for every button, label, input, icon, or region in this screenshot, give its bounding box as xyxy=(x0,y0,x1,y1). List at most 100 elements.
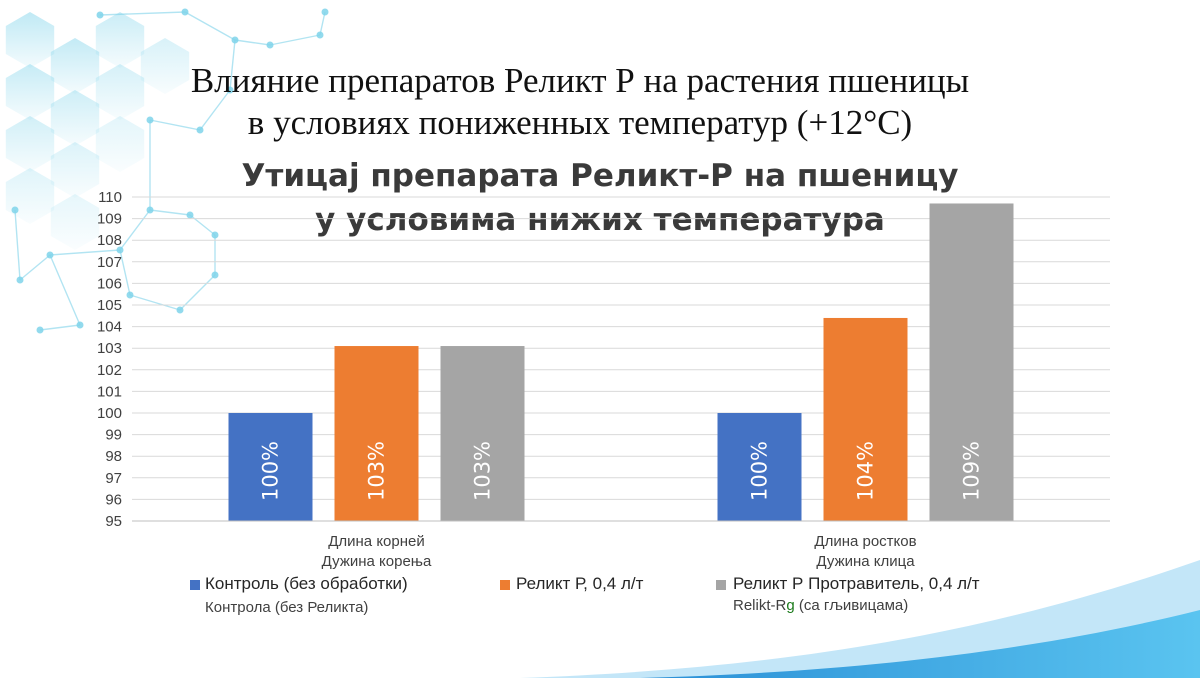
bg-network-node xyxy=(146,206,154,214)
bg-network-node xyxy=(316,31,324,39)
bg-hexagon xyxy=(140,38,190,94)
bg-network-line xyxy=(149,119,201,131)
data-label: 104% xyxy=(854,441,878,501)
data-label: 100% xyxy=(259,441,283,501)
x-category-label: Длина корней xyxy=(328,533,425,550)
bg-network-node xyxy=(11,206,19,214)
bg-hexagon xyxy=(95,64,145,120)
y-tick-label: 102 xyxy=(97,362,122,379)
y-tick-label: 97 xyxy=(105,470,122,487)
title-russian-line2: в условиях пониженных температур (+12°С) xyxy=(247,103,913,142)
bg-network-node xyxy=(266,41,274,49)
relikt-g-letter: g xyxy=(786,597,795,614)
bg-network-node xyxy=(211,231,219,239)
y-tick-label: 103 xyxy=(97,340,122,357)
bg-network-node xyxy=(211,271,219,279)
bg-network-line xyxy=(179,274,216,311)
data-label: 103% xyxy=(365,441,389,501)
relikt-r-text: Relikt-R xyxy=(733,597,787,614)
y-tick-label: 100 xyxy=(97,405,122,422)
bg-network-node xyxy=(321,8,329,16)
y-tick-label: 95 xyxy=(105,513,122,530)
bg-network-line xyxy=(119,209,151,251)
bg-hexagon xyxy=(50,194,100,250)
bg-network-line xyxy=(149,209,191,216)
bg-network-node xyxy=(116,246,124,254)
bg-hexagon xyxy=(5,116,55,172)
bg-hexagon xyxy=(50,142,100,198)
bg-network-line xyxy=(199,89,231,131)
legend-sublabel-control: Контрола (без Реликта) xyxy=(205,599,369,616)
x-category-sublabel: Дужина клица xyxy=(816,553,915,570)
bg-network-line xyxy=(14,209,21,281)
y-tick-label: 99 xyxy=(105,427,122,444)
bg-network-node xyxy=(226,86,234,94)
title-serbian-line2: у условима нижих температура xyxy=(315,202,885,238)
bg-network-node xyxy=(76,321,84,329)
legend-label-relikt: Реликт Р, 0,4 л/т xyxy=(516,574,644,593)
bg-network-line xyxy=(99,11,186,16)
bg-network-line xyxy=(129,294,181,311)
bg-hexagon xyxy=(5,12,55,68)
bg-network-line xyxy=(269,34,321,46)
y-tick-label: 107 xyxy=(97,254,122,271)
bg-network-line xyxy=(19,254,51,281)
data-label: 109% xyxy=(960,441,984,501)
bg-network-line xyxy=(229,39,236,91)
bg-network-node xyxy=(196,126,204,134)
x-category-sublabel: Дужина корења xyxy=(322,553,432,570)
bg-network-line xyxy=(119,249,131,296)
bg-network-line xyxy=(39,324,81,331)
y-tick-label: 106 xyxy=(97,275,122,292)
bg-hexagon xyxy=(5,64,55,120)
y-tick-label: 105 xyxy=(97,297,122,314)
bar xyxy=(823,317,908,521)
bg-hexagon xyxy=(50,38,100,94)
legend-label-control: Контроль (без обработки) xyxy=(205,574,408,593)
data-label: 103% xyxy=(471,441,495,501)
bg-network-node xyxy=(36,326,44,334)
bg-network-node xyxy=(176,306,184,314)
bar xyxy=(334,346,419,521)
bg-network-node xyxy=(126,291,134,299)
bg-hexagon xyxy=(95,116,145,172)
y-tick-label: 101 xyxy=(97,383,122,400)
title-russian-line1: Влияние препаратов Реликт Р на растения … xyxy=(190,61,970,100)
bg-network-line xyxy=(234,39,271,46)
legend-swatch-control xyxy=(190,580,200,590)
y-tick-label: 98 xyxy=(105,448,122,465)
bar xyxy=(228,413,313,521)
bg-network-line xyxy=(319,11,326,36)
bg-swoosh-dark xyxy=(640,610,1200,678)
bg-network-node xyxy=(231,36,239,44)
bg-network-line xyxy=(184,11,236,41)
bar xyxy=(717,413,802,521)
relikt-rg-rest: (са гљивицама) xyxy=(794,597,909,614)
data-label: 100% xyxy=(748,441,772,501)
bg-network-node xyxy=(181,8,189,16)
bg-network-node xyxy=(186,211,194,219)
legend-label-relikt-protravitel: Реликт Р Протравитель, 0,4 л/т xyxy=(733,574,980,593)
legend-swatch-relikt-protravitel xyxy=(716,580,726,590)
bg-network-node xyxy=(146,116,154,124)
bg-hexagon xyxy=(50,90,100,146)
bg-network-line xyxy=(49,254,81,326)
bg-hexagon xyxy=(95,12,145,68)
bg-network-node xyxy=(96,11,104,19)
bg-network-node xyxy=(16,276,24,284)
bg-network-node xyxy=(46,251,54,259)
legend-swatch-relikt xyxy=(500,580,510,590)
bar xyxy=(440,346,525,521)
y-tick-label: 96 xyxy=(105,491,122,508)
bg-network-line xyxy=(49,249,121,256)
y-tick-label: 109 xyxy=(97,211,122,228)
y-tick-label: 108 xyxy=(97,232,122,249)
title-serbian-line1: Утицај препарата Реликт-Р на пшеницу xyxy=(241,158,959,194)
x-category-label: Длина ростков xyxy=(814,533,916,550)
y-tick-label: 110 xyxy=(98,189,122,206)
legend-sublabel-relikt-rg: Relikt-Rg (са гљивицама) xyxy=(733,597,908,614)
y-tick-label: 104 xyxy=(97,319,122,336)
bar xyxy=(929,203,1014,522)
